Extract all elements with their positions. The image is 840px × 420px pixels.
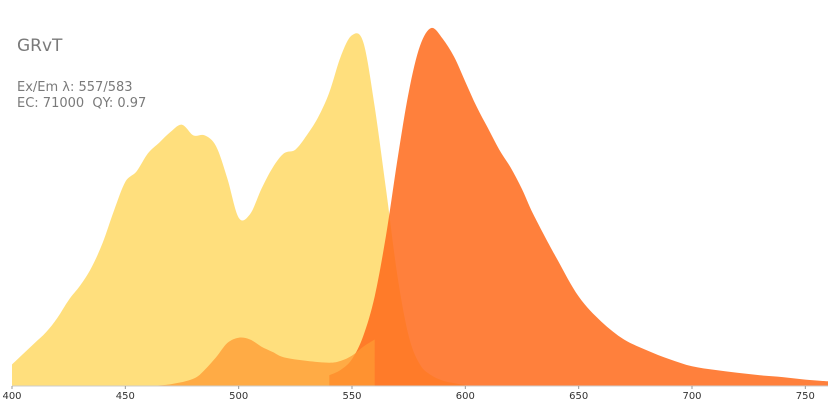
- x-tick-label: 750: [796, 391, 815, 402]
- excitation-emission-maxima: Ex/Em λ: 557/583: [17, 80, 133, 95]
- x-tick-label: 450: [116, 391, 135, 402]
- x-tick-label: 400: [2, 391, 21, 402]
- x-tick-label: 600: [456, 391, 475, 402]
- x-tick-label: 700: [682, 391, 701, 402]
- x-tick-label: 500: [229, 391, 248, 402]
- fluorophore-name: GRvT: [17, 36, 63, 56]
- two-photon-spectrum-area: [148, 337, 375, 386]
- x-tick-label: 550: [342, 391, 361, 402]
- excitation-spectrum-area: [12, 33, 466, 386]
- x-tick-label: 650: [569, 391, 588, 402]
- extinction-quantum-yield: EC: 71000 QY: 0.97: [17, 96, 147, 111]
- emission-spectrum-area: [329, 27, 828, 386]
